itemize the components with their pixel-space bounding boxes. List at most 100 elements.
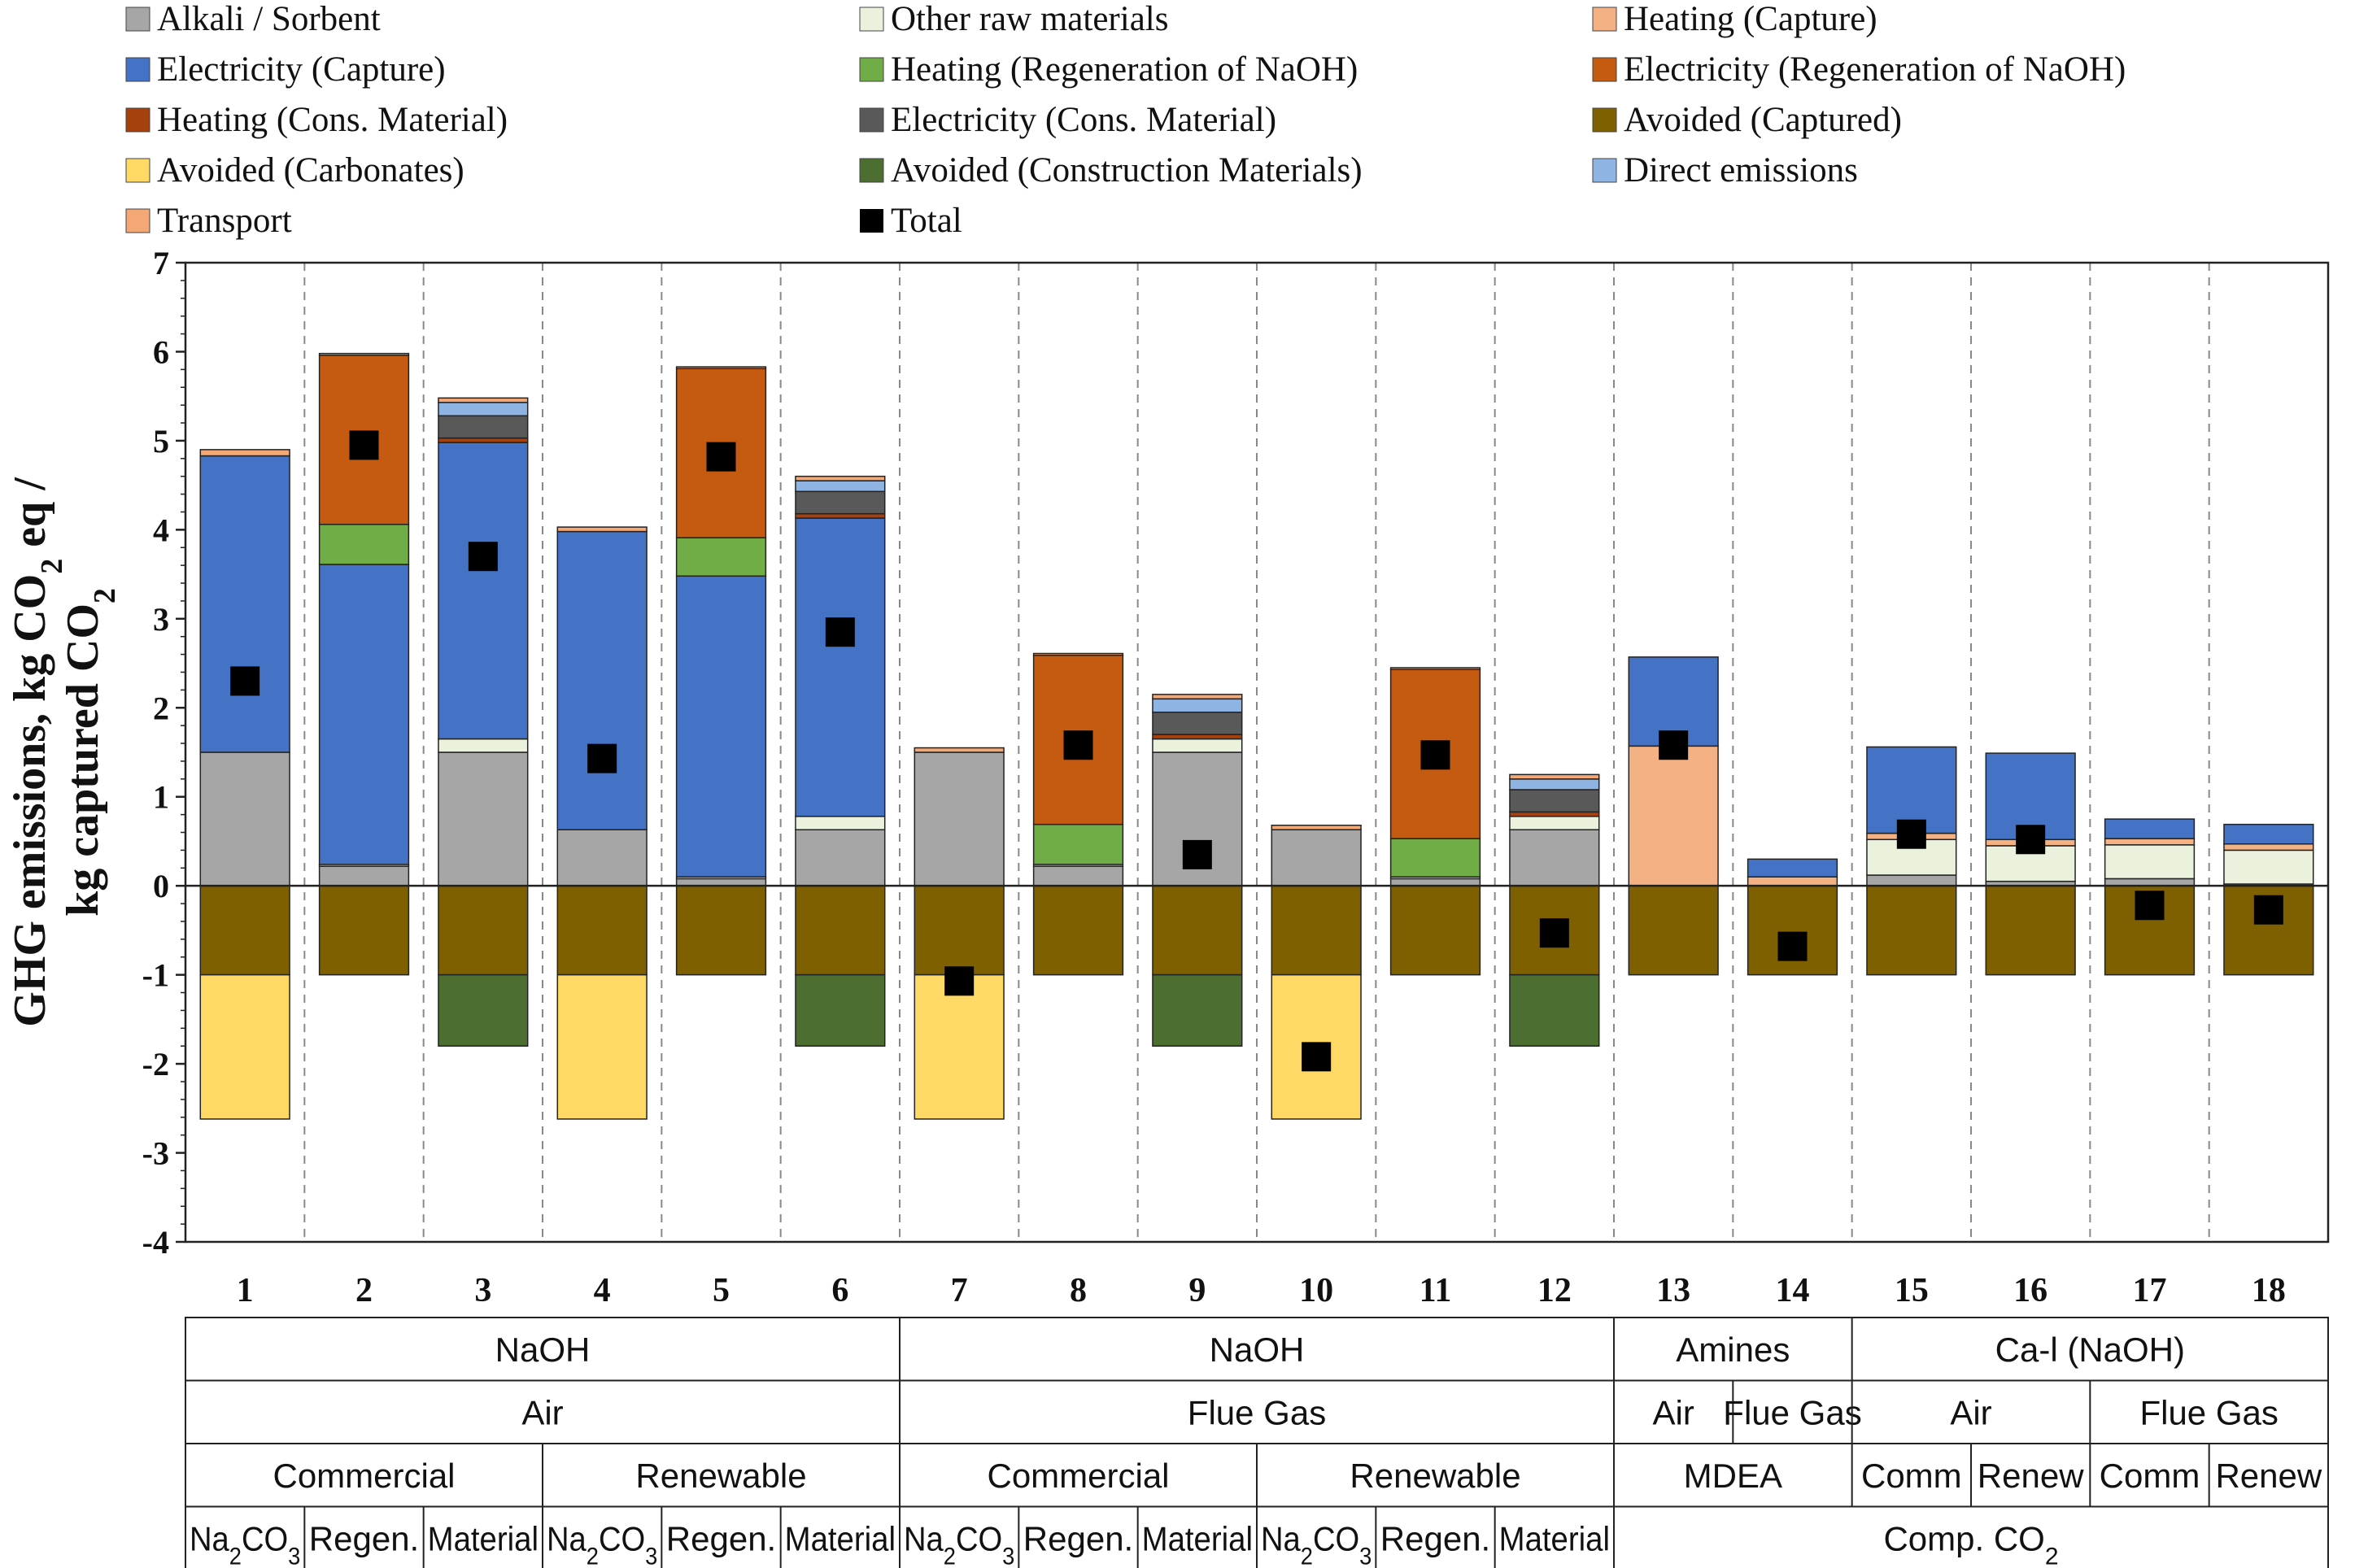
table-cell-label: Air xyxy=(1652,1393,1694,1431)
bar-segment-transport xyxy=(438,397,529,403)
total-marker xyxy=(1182,839,1212,869)
bar-segment-heating-regeneration-of-naoh xyxy=(675,537,767,577)
x-category-label: 11 xyxy=(1419,1272,1452,1309)
x-category-label: 6 xyxy=(831,1272,848,1309)
bar-segment-avoided-captured xyxy=(1985,885,2076,976)
legend-label-electricity-regeneration-of-naoh: Electricity (Regeneration of NaOH) xyxy=(1624,50,2126,89)
bar-segment-other-raw-materials xyxy=(2104,844,2196,880)
legend-label-heating-cons-material: Heating (Cons. Material) xyxy=(157,101,508,139)
legend-label-heating-regeneration-of-naoh: Heating (Regeneration of NaOH) xyxy=(891,50,1358,89)
bar-segment-alkali-sorbent xyxy=(2104,878,2196,886)
bar-segment-other-raw-materials xyxy=(795,816,886,830)
table-cell-label: Comm xyxy=(1861,1457,1962,1495)
y-tick-label: 3 xyxy=(153,601,169,638)
bar-segment-avoided-captured xyxy=(1866,885,1957,976)
bar-segment-electricity-capture xyxy=(675,575,767,878)
bar-segment-electricity-capture xyxy=(2104,818,2196,839)
bar-segment-transport xyxy=(556,526,648,533)
table-cell-label: Material xyxy=(428,1519,539,1557)
legend-swatch-direct-emissions xyxy=(1592,158,1617,183)
bar-segment-direct-emissions xyxy=(1509,778,1600,791)
total-marker xyxy=(349,430,379,460)
legend-swatch-total xyxy=(860,209,883,233)
bar-segment-heating-capture xyxy=(1747,876,1838,886)
y-tick-label: -3 xyxy=(142,1135,169,1172)
bar-segment-heating-cons-material xyxy=(1509,811,1600,817)
bar-segment-other-raw-materials xyxy=(1152,738,1243,753)
legend-swatch-heating-capture xyxy=(1592,7,1617,32)
bar-segment-direct-emissions xyxy=(795,480,886,493)
bar-segment-electricity-capture xyxy=(556,530,648,830)
bar-segment-electricity-capture xyxy=(318,564,410,865)
table-cell-label: Air xyxy=(521,1393,563,1431)
stacked-bars xyxy=(199,352,2314,1120)
bar-segment-transport xyxy=(199,449,290,457)
legend-swatch-avoided-carbonates xyxy=(125,158,150,183)
x-category-label: 16 xyxy=(2013,1272,2047,1309)
table-cell-label: Regen. xyxy=(1380,1519,1490,1557)
bar-segment-other-raw-materials xyxy=(438,738,529,753)
x-category-label: 13 xyxy=(1656,1272,1690,1309)
x-category-label: 8 xyxy=(1070,1272,1087,1309)
total-marker xyxy=(706,442,736,472)
x-category-label: 5 xyxy=(713,1272,730,1309)
bar-segment-electricity-cons-material xyxy=(1152,711,1243,735)
x-category-label: 1 xyxy=(237,1272,254,1309)
table-cell-label: Commercial xyxy=(987,1457,1169,1495)
bar-segment-avoided-carbonates xyxy=(556,973,648,1120)
total-markers xyxy=(230,430,2283,1072)
y-axis-label-line-2: kg captured CO2 xyxy=(58,588,122,917)
bar-segment-direct-emissions xyxy=(438,402,529,417)
bar-segment-transport xyxy=(675,366,767,370)
bar-segment-electricity-cons-material xyxy=(795,490,886,515)
bar-segment-alkali-sorbent xyxy=(1866,874,1957,886)
bar-segment-transport xyxy=(795,475,886,481)
bar-segment-transport xyxy=(1509,773,1600,780)
legend-label-avoided-captured: Avoided (Captured) xyxy=(1624,101,1902,139)
bar-segment-other-raw-materials xyxy=(1509,816,1600,830)
legend-label-heating-capture: Heating (Capture) xyxy=(1624,0,1877,38)
total-marker xyxy=(2135,891,2165,921)
bar-segment-heating-cons-material xyxy=(795,512,886,519)
x-category-label: 17 xyxy=(2133,1272,2167,1309)
bar-segment-alkali-sorbent xyxy=(199,751,290,886)
category-separators xyxy=(303,263,2210,1242)
table-cell-label: Renew xyxy=(2215,1457,2322,1495)
bar-segment-avoided-captured xyxy=(795,885,886,976)
y-tick-label: -1 xyxy=(142,957,169,994)
bar-segment-avoided-captured xyxy=(1152,885,1243,976)
table-cell-label: MDEA xyxy=(1684,1457,1782,1495)
bar-segment-heating-regeneration-of-naoh xyxy=(1032,823,1124,865)
legend-label-electricity-cons-material: Electricity (Cons. Material) xyxy=(891,101,1276,139)
bar-segment-avoided-captured xyxy=(914,885,1005,976)
bar-segment-transport xyxy=(1032,652,1124,656)
x-category-labels: 1 2 3 4 5 6 7 8 9 10 11 12 13 14 15 16 17 18 xyxy=(237,1272,2286,1309)
table-cell-label: Flue Gas xyxy=(2139,1393,2278,1431)
bar-segment-electricity-capture xyxy=(199,455,290,753)
bar-segment-alkali-sorbent xyxy=(795,829,886,886)
total-marker xyxy=(2016,825,2046,855)
y-axis-label-line-1: GHG emissions, kg CO2 eq / xyxy=(5,477,69,1027)
y-tick-label: 7 xyxy=(153,245,169,281)
bar-segment-electricity-cons-material xyxy=(438,415,529,439)
table-cell-label: NaOH xyxy=(495,1331,591,1369)
x-category-label: 9 xyxy=(1188,1272,1206,1309)
x-category-label: 3 xyxy=(474,1272,491,1309)
bar-segment-electricity-capture xyxy=(2223,823,2314,845)
bar-segment-direct-emissions xyxy=(1152,698,1243,713)
total-marker xyxy=(1777,931,1808,961)
legend-label-avoided-carbonates: Avoided (Carbonates) xyxy=(157,151,464,189)
bar-segment-avoided-captured xyxy=(199,885,290,976)
legend-swatch-alkali-sorbent xyxy=(125,7,150,32)
x-category-label: 4 xyxy=(594,1272,611,1309)
table-cell-label: Na2CO3 xyxy=(190,1519,300,1568)
x-category-label: 7 xyxy=(951,1272,968,1309)
total-marker xyxy=(468,542,498,572)
x-category-label: 18 xyxy=(2252,1272,2286,1309)
bar-segment-avoided-captured xyxy=(1747,885,1838,976)
table-cell-label: Air xyxy=(1950,1393,1991,1431)
table-cell-label: Regen. xyxy=(666,1519,776,1557)
total-marker xyxy=(944,966,975,996)
y-tick-label: 4 xyxy=(153,512,169,548)
bar-segment-transport xyxy=(1271,825,1362,830)
